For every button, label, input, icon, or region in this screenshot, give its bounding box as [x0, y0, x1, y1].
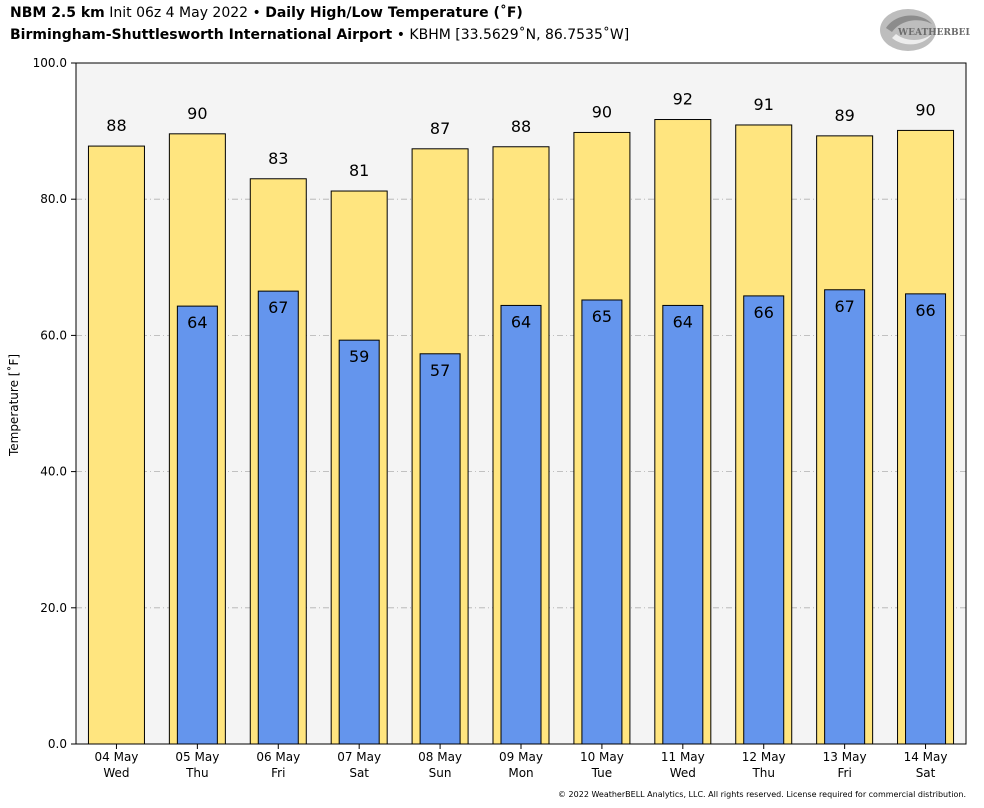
x-tick-label-date: 07 May — [337, 750, 381, 764]
high-temp-label: 87 — [430, 119, 450, 138]
weatherbell-logo: WEATHERBELL — [880, 9, 970, 51]
high-temp-label: 88 — [106, 116, 126, 135]
station-info: KBHM [33.5629˚N, 86.7535˚W] — [409, 27, 630, 43]
bullet: • — [396, 27, 405, 43]
high-temp-label: 88 — [511, 117, 531, 136]
x-tick-label-date: 13 May — [823, 750, 867, 764]
low-temp-bar — [338, 339, 380, 745]
y-tick-label: 40.0 — [40, 465, 67, 479]
x-tick-label-date: 05 May — [175, 750, 219, 764]
high-temp-label: 92 — [673, 90, 693, 109]
x-tick-label-date: 06 May — [256, 750, 300, 764]
low-temp-bar — [257, 290, 299, 745]
x-tick-label-day: Sat — [349, 766, 369, 780]
low-temp-bar — [662, 304, 704, 745]
low-temp-label: 65 — [592, 307, 612, 326]
x-tick-label-date: 10 May — [580, 750, 624, 764]
y-tick-label: 60.0 — [40, 328, 67, 342]
y-tick-label: 100.0 — [33, 56, 67, 70]
low-temp-label: 57 — [430, 361, 450, 380]
low-temp-label: 64 — [187, 313, 207, 332]
product-name: Daily High/Low Temperature (˚F) — [265, 5, 523, 21]
x-tick-label-day: Sat — [916, 766, 936, 780]
x-tick-label-date: 09 May — [499, 750, 543, 764]
logo-text: WEATHERBELL — [897, 28, 970, 38]
low-temp-label: 67 — [268, 298, 288, 317]
low-temp-label: 59 — [349, 347, 369, 366]
y-axis-label: Temperature [˚F] — [6, 354, 21, 457]
bullet: • — [252, 5, 261, 21]
x-tick-label-date: 04 May — [95, 750, 139, 764]
low-temp-label: 66 — [915, 301, 935, 320]
high-temp-label: 81 — [349, 161, 369, 180]
x-tick-label-day: Fri — [837, 766, 851, 780]
high-temp-bar — [87, 145, 145, 745]
x-tick-label-date: 11 May — [661, 750, 705, 764]
high-temp-label: 83 — [268, 149, 288, 168]
low-temp-bar — [743, 295, 785, 745]
low-temp-bar — [824, 289, 866, 745]
chart-title: NBM 2.5 km Init 06z 4 May 2022 • Daily H… — [10, 5, 523, 21]
high-temp-label: 90 — [915, 100, 935, 119]
high-temp-label: 89 — [834, 106, 854, 125]
bars: 88 90 64 83 67 81 59 87 57 88 64 90 65 92 64 91 66 89 67 90… — [87, 90, 955, 745]
low-temp-bar — [176, 305, 218, 745]
chart-subtitle: Birmingham-Shuttlesworth International A… — [10, 27, 629, 43]
y-tick-label: 80.0 — [40, 192, 67, 206]
low-temp-label: 64 — [511, 312, 531, 331]
low-temp-bar — [419, 353, 461, 745]
y-tick-label: 20.0 — [40, 601, 67, 615]
x-tick-label-day: Wed — [103, 766, 129, 780]
init-time: Init 06z 4 May 2022 — [109, 5, 249, 21]
low-temp-bar — [581, 299, 623, 745]
low-temp-bar — [500, 304, 542, 745]
x-tick-label-date: 08 May — [418, 750, 462, 764]
low-temp-label: 64 — [673, 312, 693, 331]
low-temp-label: 67 — [834, 297, 854, 316]
x-tick-label-day: Sun — [429, 766, 452, 780]
x-tick-label-day: Mon — [508, 766, 533, 780]
x-tick-label-date: 14 May — [904, 750, 948, 764]
y-tick-label: 0.0 — [48, 737, 67, 751]
high-temp-label: 90 — [592, 102, 612, 121]
high-temp-label: 90 — [187, 104, 207, 123]
station-name: Birmingham-Shuttlesworth International A… — [10, 27, 393, 43]
x-tick-label-day: Tue — [591, 766, 613, 780]
x-tick-label-day: Thu — [751, 766, 775, 780]
x-tick-label-day: Fri — [271, 766, 285, 780]
low-temp-bar — [905, 293, 947, 745]
copyright-notice: © 2022 WeatherBELL Analytics, LLC. All r… — [558, 790, 966, 799]
x-tick-label-day: Wed — [670, 766, 696, 780]
model-name: NBM 2.5 km — [10, 5, 105, 21]
high-temp-label: 91 — [754, 95, 774, 114]
y-axis: 0.0 20.0 40.0 60.0 80.0 100.0 — [33, 56, 76, 751]
x-axis: 04 May Wed 05 May Thu 06 May Fri 07 May Sat 08 M… — [95, 744, 948, 780]
x-tick-label-date: 12 May — [742, 750, 786, 764]
low-temp-label: 66 — [754, 303, 774, 322]
x-tick-label-day: Thu — [185, 766, 209, 780]
